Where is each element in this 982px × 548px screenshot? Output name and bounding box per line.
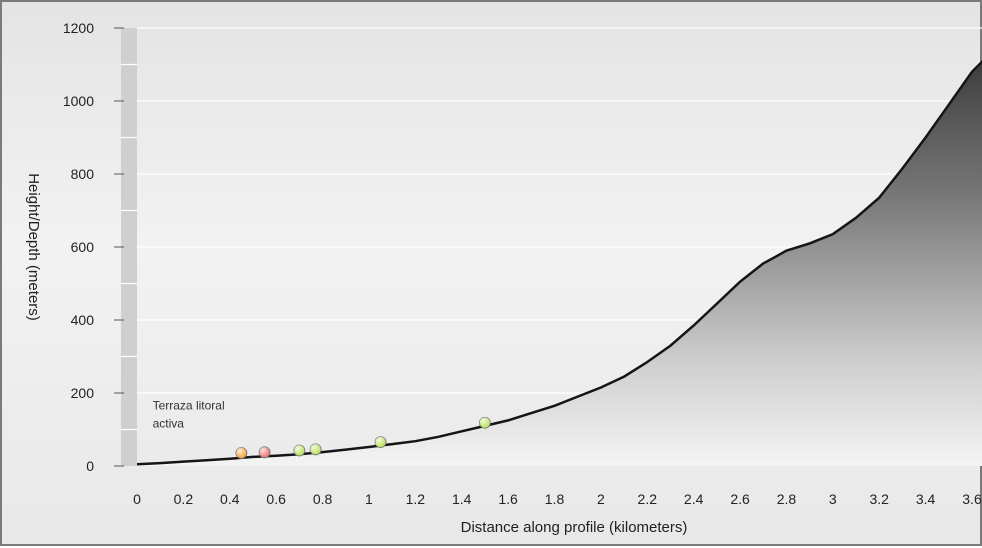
x-axis: 0 0.2 0.4 0.6 0.8 1 1.2 1.4 1.6 1.8 2 2.2 2.4 2.6 2.8 3…	[133, 491, 982, 507]
marker-highlight	[293, 444, 305, 456]
profile-markers	[235, 416, 491, 459]
marker-highlight	[235, 447, 247, 459]
x-tick-label: 3.4	[916, 491, 936, 507]
x-tick-label: 1.8	[545, 491, 565, 507]
x-tick-label: 0.2	[174, 491, 194, 507]
x-tick-label: 3	[829, 491, 837, 507]
x-tick-label: 0.6	[266, 491, 286, 507]
y-tick-label: 1200	[63, 20, 94, 36]
marker-highlight	[259, 446, 271, 458]
x-tick-label: 1.2	[406, 491, 426, 507]
marker-highlight	[479, 417, 491, 429]
y-tick-label: 0	[86, 458, 94, 474]
annotation-label: activa	[153, 417, 185, 431]
x-tick-label: 3.2	[869, 491, 889, 507]
y-tick-label: 800	[71, 166, 95, 182]
y-tick-label: 1000	[63, 93, 94, 109]
marker-highlight	[375, 436, 387, 448]
x-tick-label: 1	[365, 491, 373, 507]
x-tick-label: 2.4	[684, 491, 704, 507]
y-axis: 0 200 400 600 800 1000 1200	[63, 20, 124, 474]
profile-line	[136, 60, 982, 466]
x-tick-label: 0	[133, 491, 141, 507]
x-tick-label: 3.6	[962, 491, 982, 507]
y-tick-label: 400	[71, 312, 95, 328]
y-tick-label: 600	[71, 239, 95, 255]
annotations: Terraza litoral activa	[153, 398, 225, 430]
x-tick-label: 2.8	[777, 491, 797, 507]
x-tick-label: 2.2	[638, 491, 658, 507]
x-axis-title: Distance along profile (kilometers)	[461, 519, 688, 536]
x-tick-label: 1.6	[498, 491, 518, 507]
terrain-area	[137, 61, 982, 466]
y-axis-title: Height/Depth (meters)	[25, 173, 42, 321]
marker-highlight	[310, 443, 322, 455]
y-tick-label: 200	[71, 385, 95, 401]
x-tick-label: 0.8	[313, 491, 333, 507]
annotation-label: Terraza litoral	[153, 398, 225, 412]
x-tick-label: 2.6	[730, 491, 750, 507]
x-tick-label: 0.4	[220, 491, 240, 507]
x-tick-label: 2	[597, 491, 605, 507]
x-tick-label: 1.4	[452, 491, 472, 507]
